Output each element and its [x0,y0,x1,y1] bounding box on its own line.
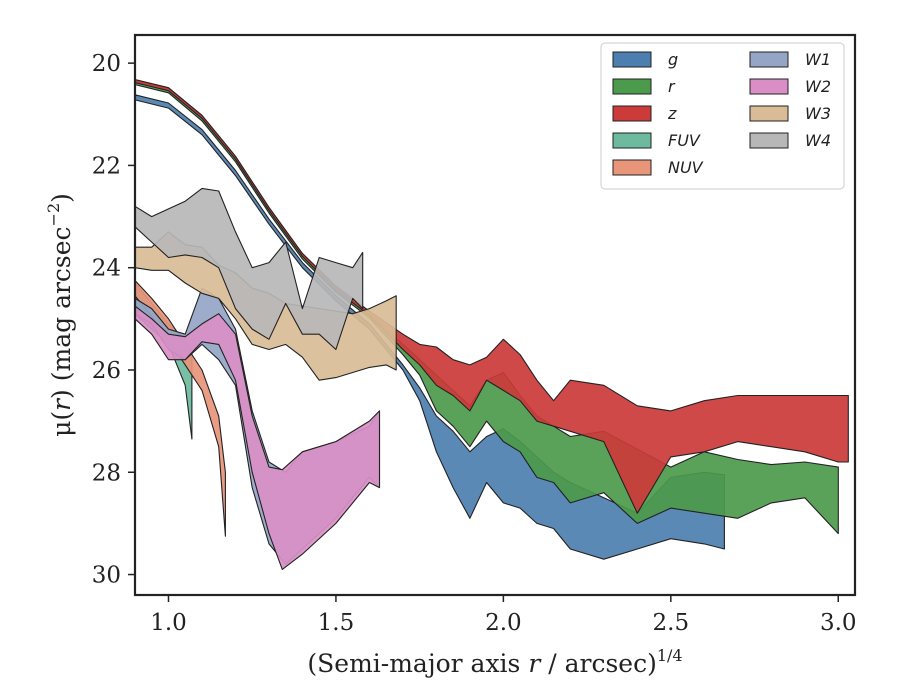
y-tick-label: 26 [92,358,121,384]
y-tick-label: 24 [92,256,121,282]
x-tick-label: 1.0 [150,610,187,636]
legend-label-nuv: NUV [668,158,704,177]
legend-label-w2: W2 [805,77,831,96]
legend-label-z: z [667,104,677,123]
series-areas [134,78,849,570]
series-band-z [134,78,849,514]
legend-swatch-fuv [612,132,652,149]
legend-label-g: g [668,50,678,69]
legend-swatch-w1 [749,51,789,68]
legend-label-r: r [668,77,676,96]
y-tick-label: 28 [92,460,121,486]
x-axis-title: (Semi-major axis r / arcsec)1/4 [307,646,682,678]
x-tick-label: 2.0 [485,610,522,636]
series-band-w2 [134,305,381,570]
series-band-w4 [134,187,364,351]
legend-label-w4: W4 [805,131,831,150]
y-axis: 20 22 24 26 28 30 [92,51,135,589]
legend-swatch-z [612,105,652,122]
y-tick-label: 20 [92,51,121,77]
y-axis-title: μ(r) (mag arcsec−2) [44,193,76,437]
x-tick-label: 3.0 [820,610,857,636]
legend-swatch-w4 [749,132,789,149]
legend-label-w3: W3 [805,104,831,123]
legend-swatch-w3 [749,105,789,122]
legend-label-fuv: FUV [668,131,701,150]
y-tick-label: 22 [92,153,121,179]
legend: grz FUV NUV W1 W2 W3 W4 [600,42,845,190]
legend-swatch-g [612,51,652,68]
x-axis: 1.0 1.5 2.0 2.5 3.0 [150,595,857,636]
plot-frame [133,33,857,597]
legend-label-w1: W1 [805,50,831,69]
legend-swatch-r [612,78,652,95]
legend-swatch-w2 [749,78,789,95]
y-tick-label: 30 [92,563,121,589]
legend-swatch-nuv [612,159,652,176]
x-tick-label: 1.5 [318,610,355,636]
x-tick-label: 2.5 [653,610,690,636]
